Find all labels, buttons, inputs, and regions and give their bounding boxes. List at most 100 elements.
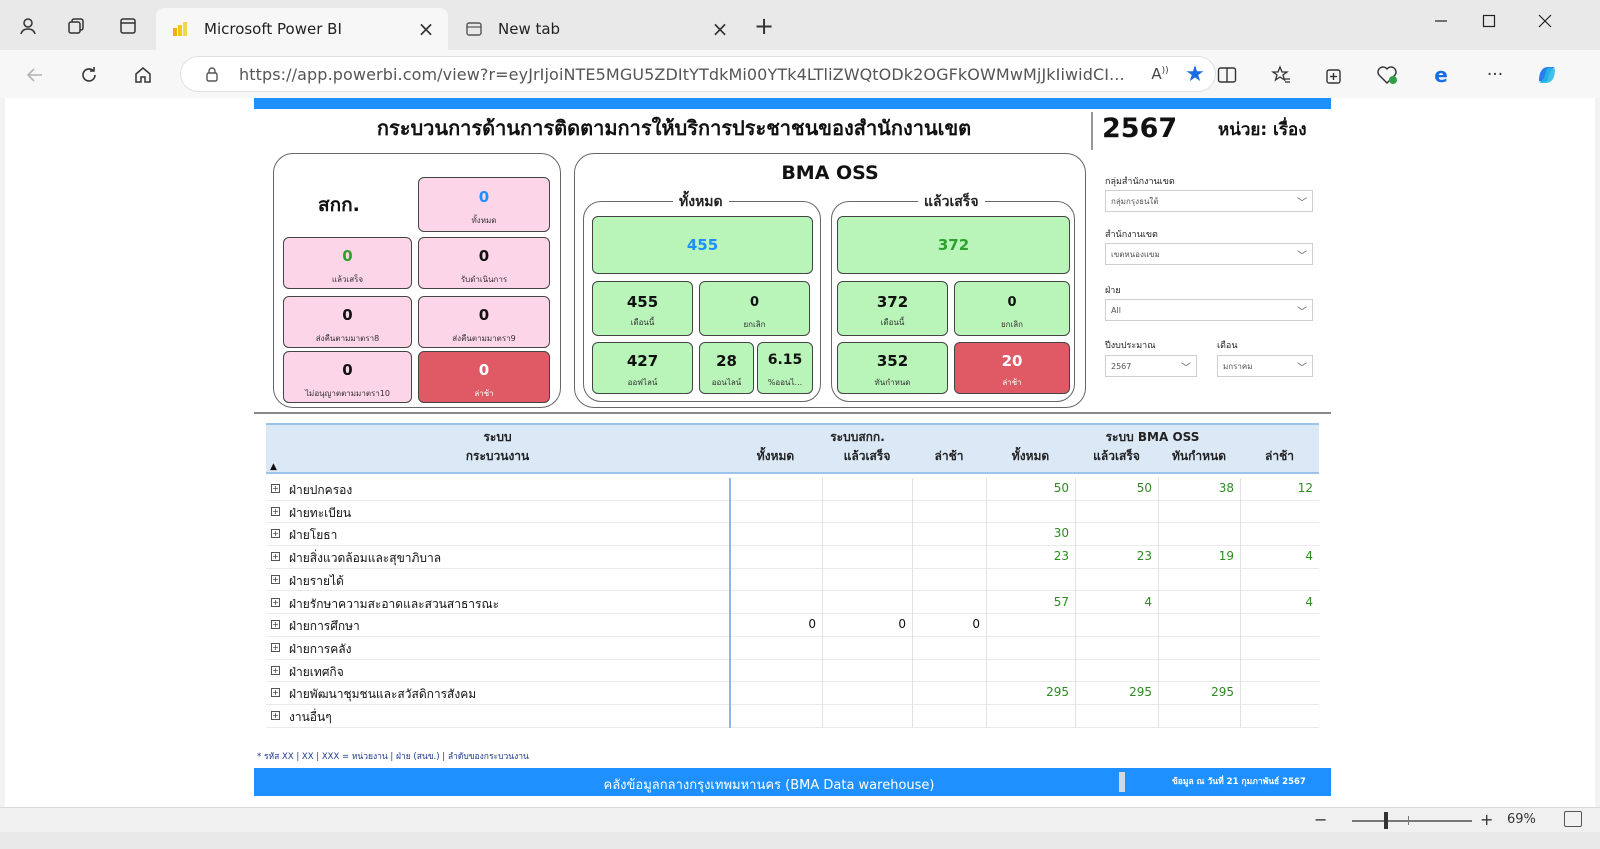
table-row[interactable]: + ฝ่ายการศึกษา 0 0 0 — [266, 614, 1319, 637]
oss-all-cancel-card[interactable]: 0 ยกเลิก — [699, 281, 810, 336]
lock-icon[interactable] — [199, 66, 225, 82]
sk-denied10-card[interactable]: 0 ไม่อนุญาตตามมาตรา10 — [283, 351, 412, 403]
table-row[interactable]: + ฝ่ายพัฒนาชุมชนและสวัสดิการสังคม 295 295 29… — [266, 682, 1319, 705]
split-screen-icon[interactable] — [1214, 62, 1240, 88]
header-sk-done[interactable]: แล้วเสร็จ — [843, 449, 891, 463]
home-icon[interactable] — [128, 60, 158, 90]
sk-done-value: 0 — [342, 247, 353, 265]
expand-row-icon[interactable]: + — [271, 529, 280, 539]
sk-total-card[interactable]: 0 ทั้งหมด — [418, 177, 550, 232]
minimize-icon[interactable] — [1426, 10, 1456, 32]
table-row[interactable]: + ฝ่ายรายได้ — [266, 569, 1319, 592]
footer-data-date: ข้อมูล ณ วันที่ 21 กุมภาพันธ์ 2567 — [1172, 777, 1306, 787]
header-oss-done[interactable]: แล้วเสร็จ — [1093, 449, 1140, 463]
table-row[interactable]: + ฝ่ายโยธา 30 — [266, 523, 1319, 547]
expand-row-icon[interactable]: + — [271, 688, 280, 698]
oss-done-cancel-card[interactable]: 0 ยกเลิก — [954, 281, 1070, 336]
filter-fiscal-year-value: 2567 — [1111, 361, 1132, 371]
refresh-icon[interactable] — [74, 60, 104, 90]
filter-district-value: เขตหนองแขม — [1111, 249, 1160, 259]
table-row[interactable]: + ฝ่ายเทศกิจ — [266, 660, 1319, 683]
address-bar[interactable]: https://app.powerbi.com/view?r=eyJrIjoiN… — [180, 56, 1216, 92]
zoom-in-icon[interactable]: + — [1480, 810, 1494, 829]
header-sk-late[interactable]: ล่าช้า — [934, 449, 964, 463]
chevron-down-icon: ﹀ — [1297, 198, 1307, 209]
favorite-star-icon[interactable]: ★ — [1185, 61, 1205, 87]
sort-ascending-icon[interactable]: ▲ — [270, 462, 277, 472]
row-process-name: ฝ่ายรักษาความสะอาดและสวนสาธารณะ — [289, 596, 500, 611]
oss-done-ontime-card[interactable]: 352 ทันกำหนด — [837, 342, 948, 394]
oss-all-online-pct-card[interactable]: 6.15 %ออนไ... — [757, 342, 813, 394]
favorites-icon[interactable] — [1268, 62, 1294, 88]
expand-row-icon[interactable]: + — [271, 642, 280, 652]
header-sk-total[interactable]: ทั้งหมด — [756, 449, 795, 463]
table-row[interactable]: + ฝ่ายการคลัง — [266, 637, 1319, 660]
report-title: กระบวนการด้านการติดตามการให้บริการประชาช… — [376, 116, 972, 140]
close-tab-icon[interactable]: × — [417, 17, 435, 41]
table-row[interactable]: + ฝ่ายทะเบียน — [266, 501, 1319, 524]
zoom-out-icon[interactable]: − — [1314, 810, 1328, 829]
filter-fiscal-year-dropdown[interactable]: 2567 ﹀ — [1105, 355, 1197, 377]
expand-row-icon[interactable]: + — [271, 552, 280, 562]
expand-row-icon[interactable]: + — [271, 665, 280, 675]
expand-row-icon[interactable]: + — [271, 711, 280, 720]
zoom-slider[interactable] — [1352, 820, 1472, 822]
expand-row-icon[interactable]: + — [271, 506, 280, 516]
column-separator[interactable] — [729, 478, 731, 728]
expand-row-icon[interactable]: + — [271, 484, 280, 493]
close-tab-icon[interactable]: × — [711, 17, 729, 41]
zoom-slider-thumb[interactable] — [1384, 812, 1388, 829]
sk-in-progress-card[interactable]: 0 รับดำเนินการ — [418, 237, 550, 289]
tab-microsoft-power-bi[interactable]: Microsoft Power BI × — [156, 8, 448, 50]
table-row[interactable]: + งานอื่นๆ — [266, 705, 1319, 728]
internet-explorer-mode-icon[interactable]: e — [1434, 63, 1448, 87]
expand-row-icon[interactable]: + — [271, 597, 280, 607]
sk-late-card[interactable]: 0 ล่าช้า — [418, 351, 550, 403]
expand-row-icon[interactable]: + — [271, 574, 280, 584]
oss-done-late-card[interactable]: 20 ล่าช้า — [954, 342, 1070, 394]
collections-icon[interactable] — [64, 14, 88, 38]
oss-all-offline-card[interactable]: 427 ออฟไลน์ — [592, 342, 693, 394]
sk-returned9-card[interactable]: 0 ส่งคืนตามมาตรา9 — [418, 296, 550, 348]
header-oss-total[interactable]: ทั้งหมด — [1011, 449, 1050, 463]
sk-returned8-value: 0 — [342, 306, 353, 324]
header-process[interactable]: กระบวนงาน — [465, 449, 530, 463]
header-oss-ontime[interactable]: ทันกำหนด — [1171, 449, 1227, 463]
cell-oss-late: 12 — [1297, 481, 1313, 495]
close-window-icon[interactable] — [1530, 10, 1560, 32]
table-row[interactable]: + ฝ่ายปกครอง 50 50 38 12 — [266, 478, 1319, 501]
tab-new-tab[interactable]: New tab × — [450, 8, 742, 50]
oss-done-total-card[interactable]: 372 — [837, 216, 1070, 274]
vertical-tabs-icon[interactable] — [116, 14, 140, 38]
table-row[interactable]: + ฝ่ายรักษาความสะอาดและสวนสาธารณะ 57 4 4 — [266, 592, 1319, 615]
filter-division-dropdown[interactable]: All ﹀ — [1105, 299, 1313, 321]
cell-sk-done: 0 — [898, 617, 906, 632]
report-unit: หน่วย: เรื่อง — [1218, 120, 1307, 140]
oss-all-online-card[interactable]: 28 ออนไลน์ — [699, 342, 754, 394]
profile-icon[interactable] — [16, 14, 40, 38]
read-aloud-icon[interactable]: A)) — [1151, 65, 1169, 83]
table-row[interactable]: + ฝ่ายสิ่งแวดล้อมและสุขาภิบาล 23 23 19 4 — [266, 546, 1319, 569]
fit-to-page-icon[interactable] — [1564, 811, 1582, 827]
new-tab-plus-icon[interactable]: + — [753, 12, 775, 40]
maximize-icon[interactable] — [1474, 10, 1504, 32]
oss-all-total-card[interactable]: 455 — [592, 216, 813, 274]
header-oss-late[interactable]: ล่าช้า — [1265, 449, 1294, 463]
browser-essentials-icon[interactable] — [1374, 62, 1400, 88]
oss-all-month-card[interactable]: 455 เดือนนี้ — [592, 281, 693, 336]
copilot-icon[interactable] — [1534, 62, 1560, 88]
back-icon[interactable] — [20, 60, 50, 90]
sk-in-progress-label: รับดำเนินการ — [460, 275, 508, 284]
sk-returned8-card[interactable]: 0 ส่งคืนตามมาตรา8 — [283, 296, 412, 348]
cell-oss-total: 30 — [1053, 526, 1069, 541]
more-options-icon[interactable]: ··· — [1486, 65, 1504, 85]
filter-group-dropdown[interactable]: กลุ่มกรุงธนใต้ ﹀ — [1105, 190, 1313, 212]
filter-district-dropdown[interactable]: เขตหนองแขม ﹀ — [1105, 243, 1313, 265]
collections-add-icon[interactable] — [1322, 62, 1348, 88]
sk-done-card[interactable]: 0 แล้วเสร็จ — [283, 237, 412, 289]
filter-month-dropdown[interactable]: มกราคม ﹀ — [1217, 355, 1313, 377]
expand-row-icon[interactable]: + — [271, 620, 280, 630]
oss-all-online-pct-value: 6.15 — [767, 352, 803, 368]
oss-done-month-card[interactable]: 372 เดือนนี้ — [837, 281, 948, 336]
footnote: * รหัส XX | XX | XXX = หน่วยงาน | ฝ่าย (… — [257, 752, 529, 762]
